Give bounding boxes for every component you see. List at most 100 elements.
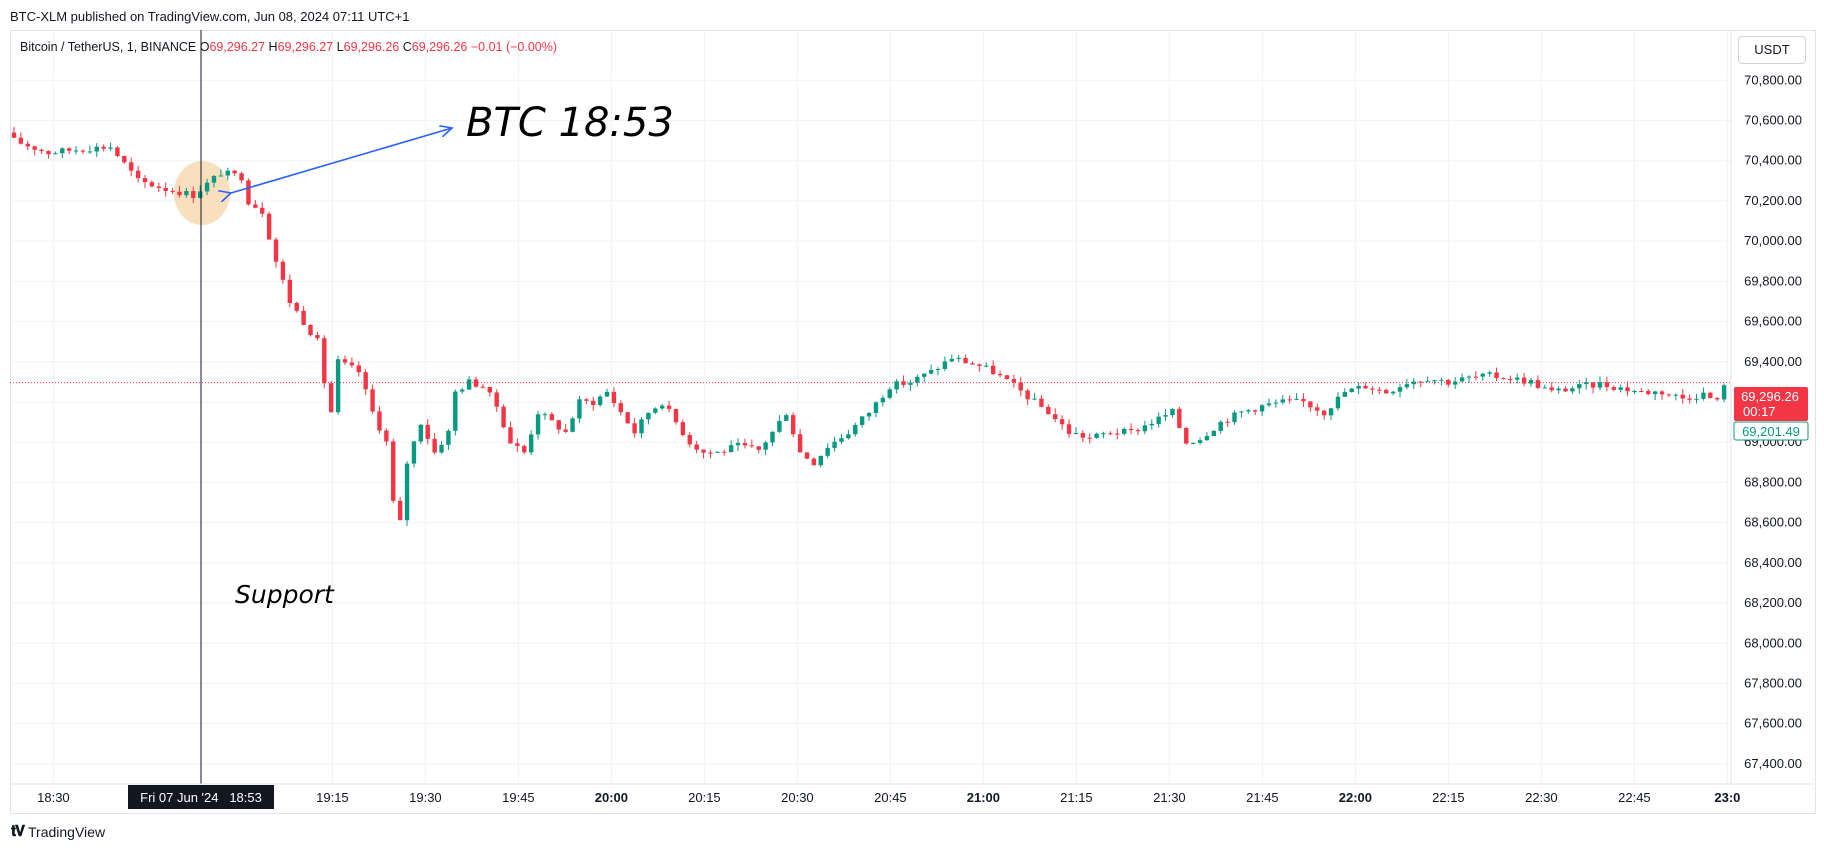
- candle-body: [1053, 414, 1058, 420]
- candle-body: [446, 430, 451, 445]
- candle-body: [1577, 384, 1582, 389]
- candle: [846, 429, 851, 440]
- price-tick-label: 67,800.00: [1744, 675, 1802, 690]
- candle-body: [818, 455, 823, 466]
- candle: [866, 411, 872, 421]
- candle-body: [797, 434, 803, 453]
- candle: [1356, 382, 1361, 395]
- candle: [1190, 442, 1196, 445]
- candle: [18, 132, 24, 145]
- candle-body: [418, 424, 424, 442]
- candle: [1411, 377, 1417, 390]
- candle-body: [115, 147, 120, 156]
- candle-body: [466, 379, 472, 390]
- time-tick-label: 20:00: [595, 790, 628, 805]
- price-tick-label: 68,600.00: [1744, 515, 1802, 530]
- candle-body: [1570, 388, 1575, 392]
- candle-body: [1266, 403, 1272, 406]
- candle-body: [659, 405, 665, 409]
- candle: [1570, 386, 1575, 394]
- candle-body: [853, 424, 858, 435]
- candle: [494, 389, 499, 412]
- candle: [1666, 393, 1672, 398]
- candle-body: [94, 146, 99, 152]
- candle: [1625, 381, 1630, 396]
- candle-body: [25, 143, 30, 147]
- candle: [39, 148, 44, 154]
- candle-body: [1563, 388, 1568, 392]
- candle-body: [963, 357, 968, 364]
- time-axis[interactable]: 18:30 19:15 19:30 19:45 20:00 20:15 20:30 20:45…: [37, 790, 1740, 805]
- candle: [349, 357, 355, 368]
- candle: [404, 461, 410, 526]
- last-price-value: 69,296.26: [1741, 389, 1799, 404]
- candle: [1687, 394, 1692, 404]
- candle-body: [639, 419, 644, 434]
- candle: [963, 354, 968, 364]
- candle: [432, 432, 437, 455]
- candle-body: [487, 386, 492, 393]
- candle-body: [1335, 396, 1341, 409]
- candle-body: [266, 213, 272, 240]
- candle: [1170, 408, 1175, 418]
- candle-body: [873, 402, 879, 413]
- candle-body: [1225, 421, 1230, 423]
- candle-body: [625, 412, 630, 424]
- tradingview-brand[interactable]: 𝐭𝐕 TradingView: [11, 823, 105, 840]
- candle: [728, 440, 734, 453]
- candle: [294, 301, 299, 313]
- candle: [1115, 428, 1120, 440]
- candle: [391, 438, 396, 504]
- candle-body: [673, 408, 679, 423]
- candle-body: [142, 178, 148, 183]
- candle: [1708, 391, 1713, 399]
- candle: [1018, 376, 1023, 397]
- candle: [1673, 393, 1679, 401]
- candle-body: [239, 173, 244, 181]
- candle-body: [108, 147, 113, 149]
- candle-body: [1321, 410, 1327, 416]
- candle: [266, 211, 272, 240]
- candle-body: [653, 408, 658, 413]
- candle: [418, 423, 424, 445]
- candle-body: [1363, 385, 1368, 389]
- candle: [632, 418, 637, 438]
- candle: [1025, 389, 1030, 405]
- candle: [156, 182, 162, 193]
- candle-body: [570, 418, 575, 432]
- candle-body: [1177, 408, 1182, 428]
- candle: [673, 408, 679, 425]
- candle-body: [1411, 381, 1417, 385]
- candle-body: [618, 403, 624, 413]
- candle-body: [60, 148, 65, 154]
- candle-body: [763, 442, 768, 450]
- candle-body: [722, 451, 727, 453]
- candle: [1542, 384, 1548, 389]
- currency-button[interactable]: USDT: [1738, 36, 1806, 64]
- candle-body: [949, 358, 954, 362]
- candle-body: [122, 155, 127, 163]
- candle: [659, 403, 665, 411]
- symbol-legend[interactable]: Bitcoin / TetherUS, 1, BINANCE O69,296.2…: [20, 40, 557, 54]
- candle: [1087, 433, 1092, 444]
- candle: [1197, 437, 1203, 445]
- time-tick-label: 19:15: [316, 790, 349, 805]
- candle-body: [1508, 379, 1513, 381]
- candle-body: [1211, 430, 1217, 437]
- candle-body: [1170, 408, 1175, 416]
- candle-body: [1425, 381, 1430, 383]
- candle-body: [494, 392, 499, 407]
- candle: [1287, 395, 1292, 404]
- candle-body: [1287, 399, 1292, 401]
- candle-body: [1466, 376, 1472, 378]
- candle-body: [866, 412, 872, 417]
- candle: [280, 259, 286, 284]
- candle: [825, 443, 830, 459]
- candle-body: [273, 239, 279, 262]
- candle: [246, 178, 251, 206]
- price-tick-label: 70,400.00: [1744, 153, 1802, 168]
- candle-body: [556, 420, 561, 430]
- candle-body: [1639, 390, 1644, 392]
- candle: [859, 416, 865, 428]
